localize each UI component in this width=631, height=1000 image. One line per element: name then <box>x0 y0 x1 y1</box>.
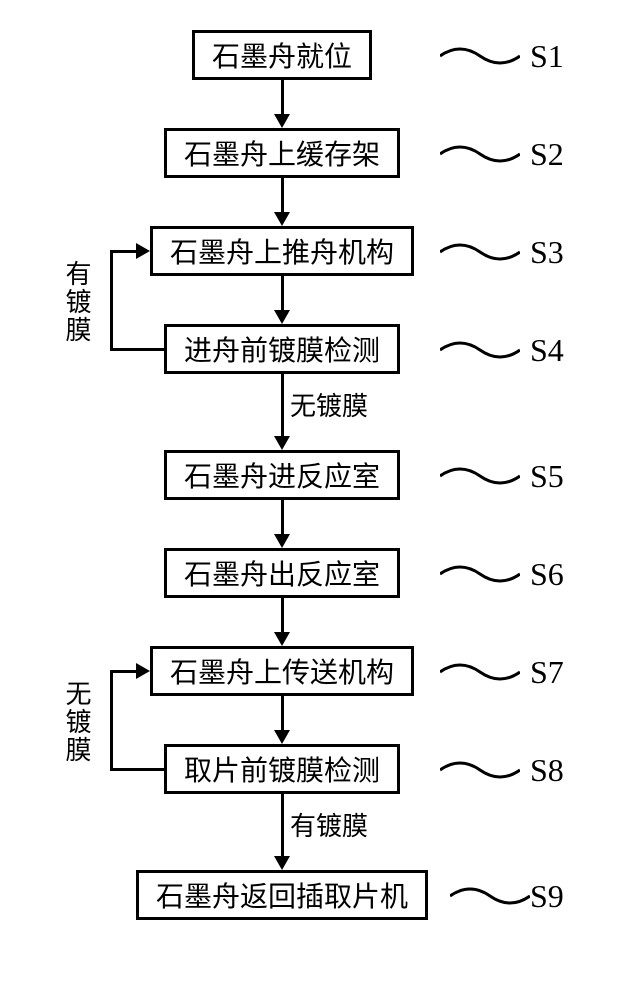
arrow-head-icon <box>136 663 150 679</box>
arrow-s3-s4 <box>281 276 284 310</box>
arrow-s4-s5 <box>281 374 284 436</box>
node-label: 石墨舟出反应室 <box>184 553 380 593</box>
node-label: 石墨舟上推舟机构 <box>170 231 394 271</box>
arrow-head-icon <box>274 856 290 870</box>
arrow-head-icon <box>274 436 290 450</box>
arrow-head-icon <box>274 632 290 646</box>
arrow-head-icon <box>274 534 290 548</box>
loop2-h-in <box>110 670 136 673</box>
node-s1: 石墨舟就位 <box>192 30 372 80</box>
node-label: 石墨舟返回插取片机 <box>156 875 408 915</box>
step-label-s5: S5 <box>530 458 564 495</box>
step-label-s8: S8 <box>530 752 564 789</box>
tilde-icon <box>450 882 530 906</box>
loop1-h-in <box>110 250 136 253</box>
step-label-s4: S4 <box>530 332 564 369</box>
node-s5: 石墨舟进反应室 <box>164 450 400 500</box>
arrow-s1-s2 <box>281 80 284 114</box>
arrow-head-icon <box>274 212 290 226</box>
loop1-v <box>110 250 113 351</box>
arrow-head-icon <box>274 730 290 744</box>
tilde-icon <box>440 560 520 584</box>
node-label: 取片前镀膜检测 <box>184 749 380 789</box>
node-label: 石墨舟上传送机构 <box>170 651 394 691</box>
loop2-label: 无镀膜 <box>58 680 95 764</box>
loop1-h-out <box>110 348 164 351</box>
tilde-icon <box>440 462 520 486</box>
arrow-s8-s9 <box>281 794 284 856</box>
loop1-label: 有镀膜 <box>58 260 95 344</box>
arrow-s5-s6 <box>281 500 284 534</box>
tilde-icon <box>440 140 520 164</box>
arrow-s2-s3 <box>281 178 284 212</box>
step-label-s3: S3 <box>530 234 564 271</box>
step-label-s1: S1 <box>530 38 564 75</box>
node-label: 石墨舟进反应室 <box>184 455 380 495</box>
step-label-s6: S6 <box>530 556 564 593</box>
arrow-s7-s8 <box>281 696 284 730</box>
arrow-head-icon <box>274 310 290 324</box>
step-label-s2: S2 <box>530 136 564 173</box>
tilde-icon <box>440 42 520 66</box>
node-s2: 石墨舟上缓存架 <box>164 128 400 178</box>
loop2-v <box>110 670 113 771</box>
node-s6: 石墨舟出反应室 <box>164 548 400 598</box>
node-s9: 石墨舟返回插取片机 <box>136 870 428 920</box>
step-label-s9: S9 <box>530 878 564 915</box>
arrow-head-icon <box>274 114 290 128</box>
node-s7: 石墨舟上传送机构 <box>150 646 414 696</box>
node-s8: 取片前镀膜检测 <box>164 744 400 794</box>
node-label: 石墨舟上缓存架 <box>184 133 380 173</box>
tilde-icon <box>440 238 520 262</box>
node-s4: 进舟前镀膜检测 <box>164 324 400 374</box>
tilde-icon <box>440 658 520 682</box>
condition-label-1: 无镀膜 <box>290 386 368 423</box>
tilde-icon <box>440 756 520 780</box>
node-s3: 石墨舟上推舟机构 <box>150 226 414 276</box>
arrow-head-icon <box>136 243 150 259</box>
tilde-icon <box>440 336 520 360</box>
loop2-h-out <box>110 768 164 771</box>
flowchart-container: 石墨舟就位 石墨舟上缓存架 石墨舟上推舟机构 进舟前镀膜检测 石墨舟进反应室 石… <box>0 0 631 1000</box>
arrow-s6-s7 <box>281 598 284 632</box>
condition-label-2: 有镀膜 <box>290 806 368 843</box>
node-label: 石墨舟就位 <box>212 35 352 75</box>
step-label-s7: S7 <box>530 654 564 691</box>
node-label: 进舟前镀膜检测 <box>184 329 380 369</box>
